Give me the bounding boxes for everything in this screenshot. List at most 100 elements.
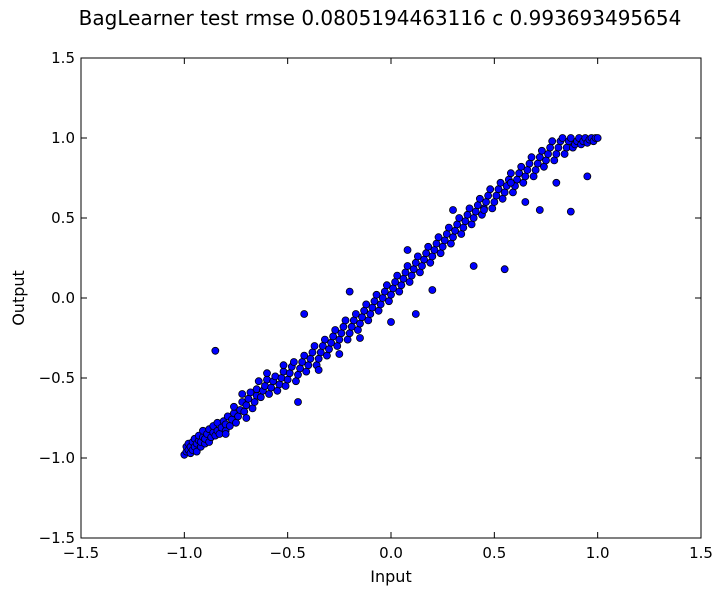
data-point	[469, 214, 478, 222]
data-point	[335, 335, 344, 344]
data-point	[525, 159, 534, 168]
data-point	[519, 178, 528, 187]
data-point	[335, 350, 344, 358]
data-point	[560, 150, 569, 158]
data-point	[283, 375, 292, 384]
data-point	[554, 143, 563, 152]
data-point	[407, 271, 416, 280]
data-point	[374, 306, 383, 315]
data-point	[537, 146, 546, 155]
data-point	[281, 382, 290, 390]
data-point	[246, 388, 255, 397]
data-point	[323, 351, 331, 360]
data-point	[339, 322, 348, 331]
data-point	[535, 206, 544, 214]
data-point	[354, 326, 362, 334]
y-axis-label: Output	[9, 270, 28, 326]
data-point	[376, 300, 385, 309]
data-point	[304, 361, 313, 370]
data-point	[428, 286, 437, 294]
data-point	[506, 178, 515, 187]
data-point	[496, 178, 505, 187]
data-point	[308, 348, 317, 357]
data-point	[531, 166, 540, 174]
data-point	[364, 316, 373, 325]
data-point	[294, 398, 302, 406]
axis-ticks: −1.5 −1.0 −0.5 0.0 0.5 1.0 1.5 −1.5 −1.0 −0.5 0.0 0…	[39, 49, 713, 562]
data-point	[413, 252, 422, 261]
data-point	[366, 310, 375, 318]
data-point	[337, 329, 346, 338]
data-point	[331, 326, 340, 334]
data-point	[467, 220, 476, 229]
data-point	[500, 188, 509, 197]
data-point	[521, 172, 530, 181]
data-point	[457, 230, 466, 238]
data-point	[449, 233, 457, 242]
data-point	[488, 204, 497, 213]
y-tick-label: −1.5	[39, 529, 75, 547]
data-point	[343, 335, 352, 344]
data-point	[356, 319, 364, 328]
data-point	[418, 262, 426, 270]
data-point	[232, 418, 240, 427]
y-tick-label: −0.5	[39, 369, 75, 387]
data-point	[486, 185, 495, 194]
data-point	[263, 369, 271, 378]
data-point	[506, 169, 515, 178]
data-point	[310, 342, 319, 350]
data-point	[403, 246, 412, 254]
data-point	[362, 300, 371, 309]
data-point	[393, 271, 402, 280]
data-point	[395, 287, 404, 296]
data-point	[302, 367, 311, 376]
data-point	[294, 370, 302, 379]
data-point	[314, 366, 323, 374]
data-point	[455, 214, 464, 222]
data-point	[285, 369, 294, 378]
data-point	[438, 242, 447, 251]
data-point	[221, 430, 230, 438]
data-point	[436, 249, 445, 258]
data-point	[558, 134, 567, 142]
data-point	[333, 342, 342, 350]
data-point	[211, 346, 220, 355]
data-point	[403, 262, 412, 270]
data-point	[424, 242, 433, 251]
y-tick-label: −1.0	[39, 449, 75, 467]
data-point	[345, 329, 354, 338]
data-point	[405, 278, 414, 286]
x-tick-label: −1.0	[166, 544, 202, 562]
data-point	[387, 290, 395, 299]
data-point	[273, 386, 282, 395]
x-tick-label: −0.5	[269, 544, 305, 562]
data-point	[529, 172, 538, 181]
data-point	[300, 310, 309, 318]
y-tick-label: 1.5	[51, 49, 75, 67]
data-point	[465, 204, 474, 213]
data-point	[292, 377, 300, 386]
x-tick-label: 0.5	[482, 544, 506, 562]
data-point	[306, 354, 315, 363]
data-point	[469, 262, 478, 270]
data-point	[527, 153, 536, 162]
data-point	[500, 265, 509, 274]
data-point	[289, 358, 298, 366]
data-point	[372, 290, 381, 299]
data-point	[279, 361, 288, 370]
x-tick-label: −1.5	[63, 544, 99, 562]
chart-title: BagLearner test rmse 0.0805194463116 c 0…	[79, 6, 682, 30]
data-point	[411, 310, 420, 318]
data-point	[416, 268, 424, 277]
data-point	[459, 223, 468, 232]
data-point	[583, 172, 592, 181]
data-point	[345, 287, 354, 296]
data-point	[434, 233, 443, 242]
y-tick-label: 0.5	[51, 209, 75, 227]
data-point	[234, 412, 242, 421]
x-axis-label: Input	[370, 567, 411, 586]
data-point	[521, 198, 530, 206]
data-point	[341, 316, 350, 325]
data-point	[552, 178, 561, 187]
